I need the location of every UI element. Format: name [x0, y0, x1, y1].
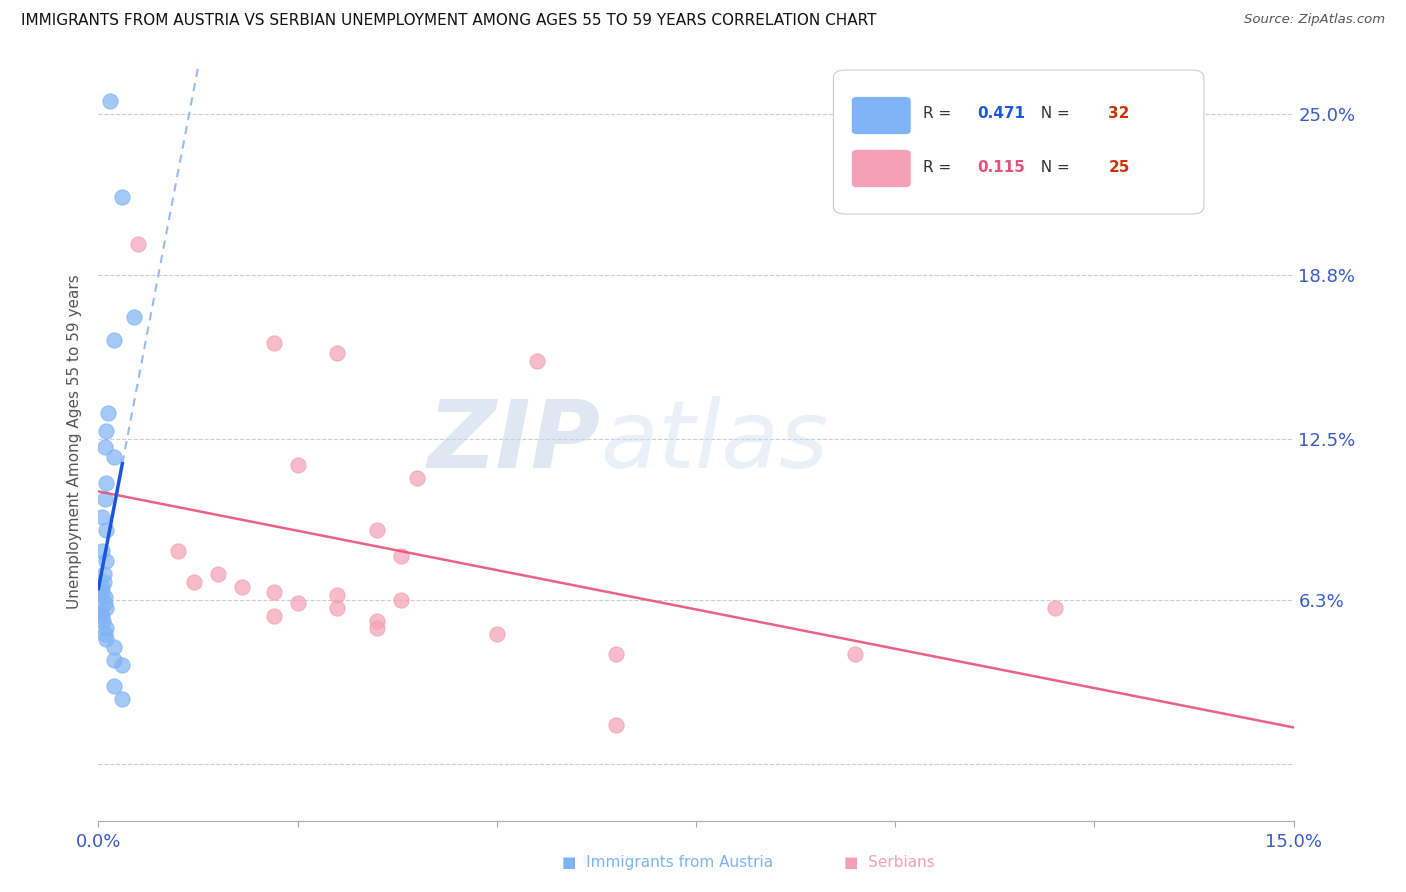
Point — [287, 458, 309, 472]
Point — [91, 509, 114, 524]
Y-axis label: Unemployment Among Ages 55 to 59 years: Unemployment Among Ages 55 to 59 years — [66, 274, 82, 609]
FancyBboxPatch shape — [852, 150, 911, 187]
Point — [605, 717, 627, 731]
Point — [207, 566, 229, 581]
Point — [366, 523, 388, 537]
Point — [90, 606, 112, 620]
Point — [103, 679, 125, 693]
Point — [263, 608, 285, 623]
Point — [605, 648, 627, 662]
Point — [326, 600, 349, 615]
Point — [96, 424, 118, 438]
Point — [91, 543, 114, 558]
Text: ■  Immigrants from Austria: ■ Immigrants from Austria — [562, 855, 773, 870]
FancyBboxPatch shape — [852, 96, 911, 135]
Text: 32: 32 — [1108, 106, 1129, 121]
Point — [326, 588, 349, 602]
Point — [94, 440, 117, 454]
Point — [111, 190, 134, 204]
Text: N =: N = — [1031, 160, 1074, 175]
Point — [91, 614, 114, 628]
Point — [96, 476, 118, 491]
Point — [485, 626, 508, 640]
Point — [1043, 600, 1066, 615]
Point — [90, 580, 112, 594]
Point — [124, 310, 146, 324]
Point — [526, 354, 548, 368]
Point — [326, 346, 349, 360]
Point — [94, 591, 117, 605]
Text: R =: R = — [924, 160, 956, 175]
Point — [103, 640, 125, 654]
Point — [287, 595, 309, 609]
Point — [91, 608, 114, 623]
Point — [366, 622, 388, 636]
Point — [167, 543, 190, 558]
Point — [111, 657, 134, 672]
Point — [231, 580, 253, 594]
Text: Source: ZipAtlas.com: Source: ZipAtlas.com — [1244, 13, 1385, 27]
Point — [183, 574, 205, 589]
Point — [263, 335, 285, 350]
Point — [96, 600, 118, 615]
Point — [103, 333, 125, 347]
Point — [96, 554, 118, 568]
FancyBboxPatch shape — [834, 70, 1204, 214]
Point — [96, 622, 118, 636]
Text: ■  Serbians: ■ Serbians — [844, 855, 935, 870]
Point — [94, 595, 117, 609]
Point — [103, 450, 125, 464]
Text: R =: R = — [924, 106, 956, 121]
Text: N =: N = — [1031, 106, 1074, 121]
Point — [91, 585, 114, 599]
Point — [96, 632, 118, 646]
Text: IMMIGRANTS FROM AUSTRIA VS SERBIAN UNEMPLOYMENT AMONG AGES 55 TO 59 YEARS CORREL: IMMIGRANTS FROM AUSTRIA VS SERBIAN UNEMP… — [21, 13, 876, 29]
Point — [96, 523, 118, 537]
Point — [94, 626, 117, 640]
Text: 0.115: 0.115 — [977, 160, 1025, 175]
Point — [389, 593, 412, 607]
Point — [98, 95, 122, 109]
Text: ZIP: ZIP — [427, 395, 600, 488]
Point — [94, 491, 117, 506]
Text: atlas: atlas — [600, 396, 828, 487]
Point — [406, 471, 429, 485]
Text: 25: 25 — [1108, 160, 1129, 175]
Point — [844, 648, 866, 662]
Point — [97, 406, 120, 420]
Point — [103, 653, 125, 667]
Point — [93, 574, 115, 589]
Point — [111, 691, 134, 706]
Point — [93, 566, 115, 581]
Point — [263, 585, 285, 599]
Point — [366, 614, 388, 628]
Text: 0.471: 0.471 — [977, 106, 1025, 121]
Point — [127, 237, 149, 252]
Point — [389, 549, 412, 563]
